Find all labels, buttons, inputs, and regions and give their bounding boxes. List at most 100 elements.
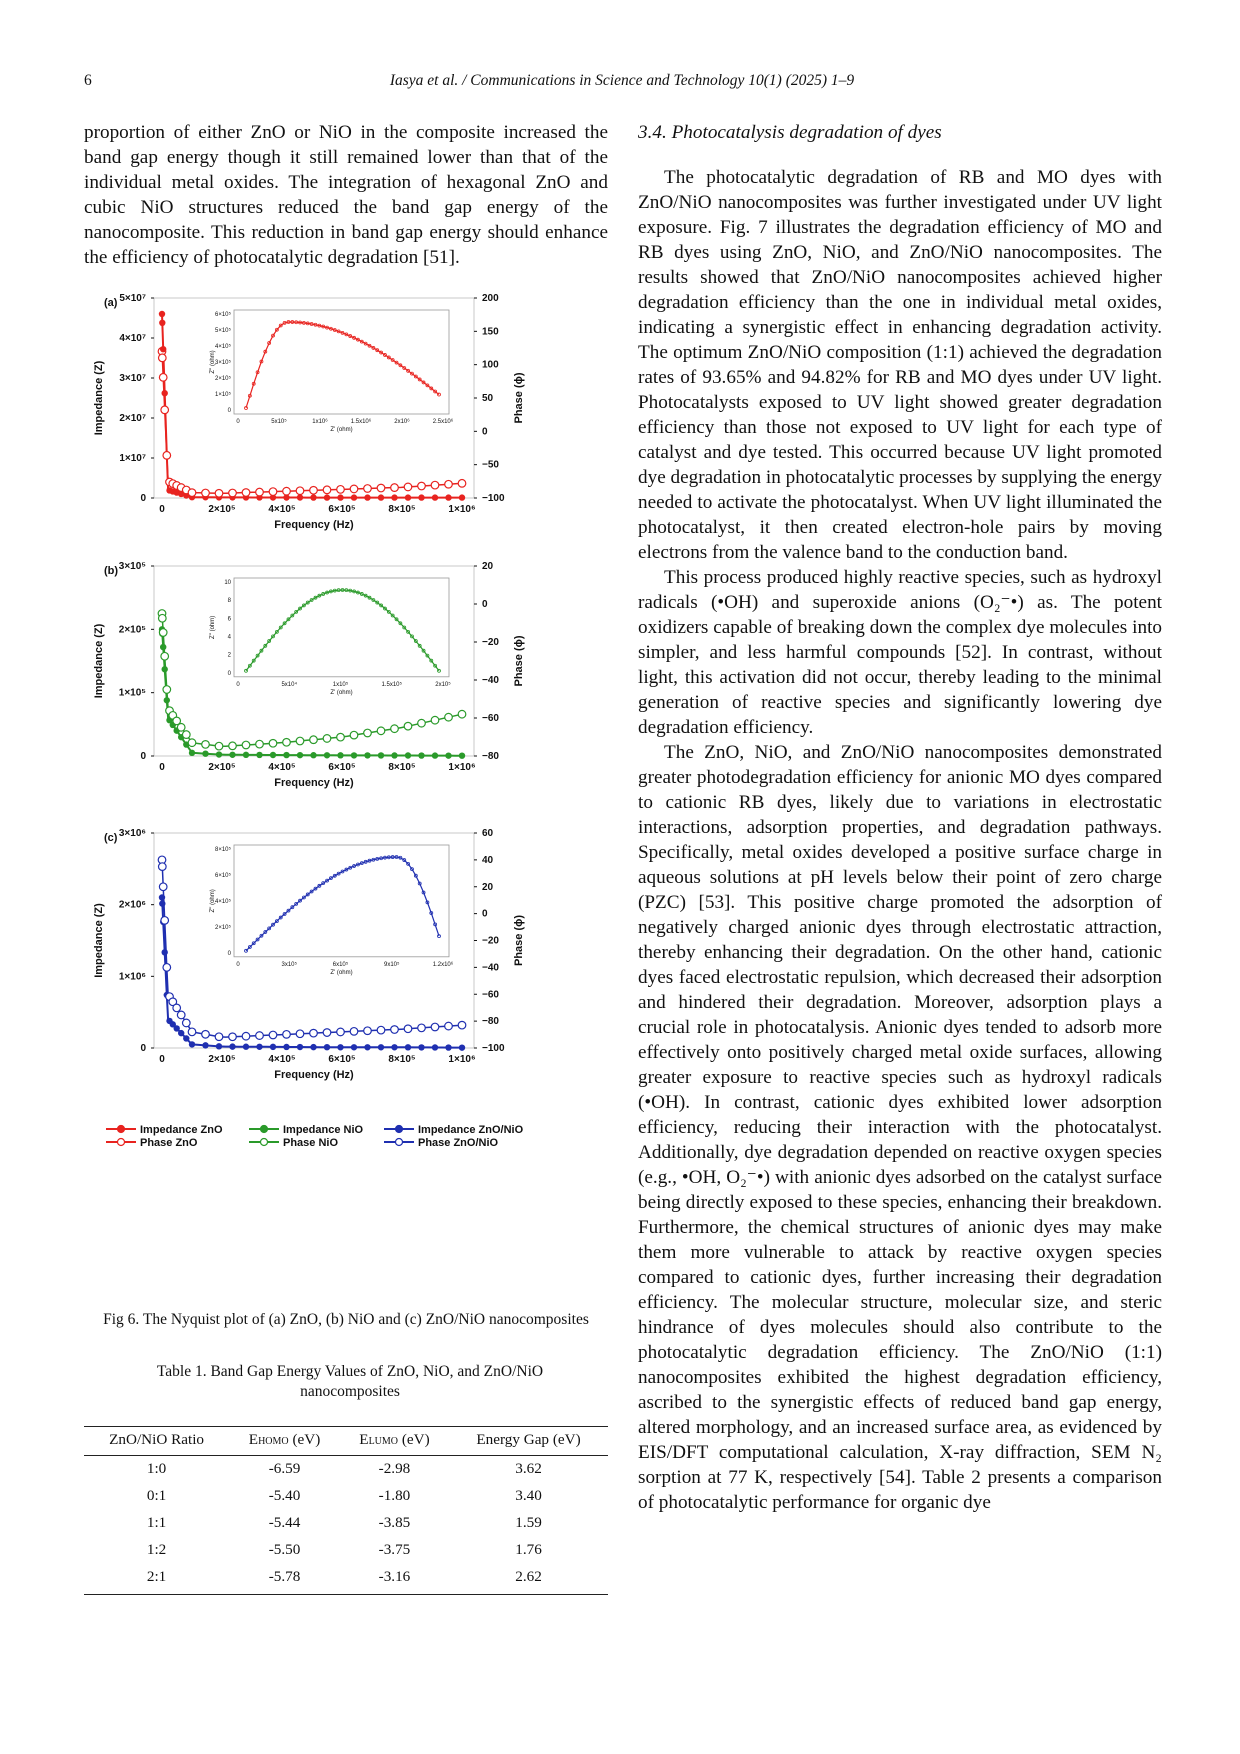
phase-point bbox=[457, 478, 467, 488]
panel-label: (a) bbox=[104, 297, 118, 309]
x-tick-label: 0 bbox=[159, 762, 165, 773]
inset-y-tick-label: 6×10⁵ bbox=[215, 311, 232, 318]
legend: Impedance ZnO Impedance NiO Impedance ZnO/… bbox=[106, 1124, 524, 1149]
impedance-point bbox=[350, 494, 358, 501]
impedance-point bbox=[296, 1043, 304, 1051]
legend-marker bbox=[259, 1137, 269, 1147]
y-tick-label: 2×10⁶ bbox=[119, 900, 146, 911]
impedance-point bbox=[229, 1043, 236, 1050]
x-tick-label: 4×10⁵ bbox=[268, 762, 296, 773]
impedance-point bbox=[215, 751, 223, 758]
phase-point bbox=[349, 1026, 359, 1036]
phase-point bbox=[268, 487, 278, 497]
impedance-point bbox=[418, 752, 425, 759]
inset-y-tick-label: 0 bbox=[228, 671, 232, 677]
y-tick-label: 2×10⁷ bbox=[119, 413, 146, 424]
y-axis-label: Impedance (Z) bbox=[93, 903, 105, 978]
impedance-point bbox=[418, 1044, 425, 1051]
phase-point bbox=[376, 483, 386, 493]
right-column: 3.4. Photocatalysis degradation of dyes … bbox=[638, 120, 1162, 1515]
inset-x-label: Z' (ohm) bbox=[330, 427, 352, 433]
phase-point bbox=[201, 1029, 210, 1039]
chart-panel: (c) 3×10⁶ 2×10⁶ 1×10⁶ 0 60 40 20 0 −20 −40 −60 −80 −1… bbox=[93, 828, 525, 1081]
phase-point bbox=[430, 480, 440, 490]
phase-point bbox=[181, 1018, 191, 1028]
phase-tick-label: 100 bbox=[482, 360, 499, 371]
x-tick-label: 1×10⁶ bbox=[448, 1054, 475, 1065]
phase-point bbox=[322, 1028, 332, 1037]
inset-x-tick-label: 1.5x10⁵ bbox=[381, 681, 402, 688]
phase-tick-label: 40 bbox=[482, 855, 494, 866]
section-title: 3.4. Photocatalysis degradation of dyes bbox=[638, 122, 942, 143]
phase-point bbox=[444, 1021, 453, 1031]
left-paragraph: proportion of either ZnO or NiO in the c… bbox=[84, 122, 608, 268]
phase-point bbox=[181, 730, 191, 739]
inset-x-tick-label: 5x10⁵ bbox=[271, 418, 287, 425]
phase-tick-label: −40 bbox=[482, 675, 499, 686]
phase-point bbox=[157, 862, 167, 871]
table-cell: 1:0 bbox=[146, 1460, 167, 1477]
phase-point bbox=[268, 738, 278, 748]
inset-y-tick-label: 4 bbox=[228, 634, 232, 640]
phase-point bbox=[349, 484, 359, 494]
x-tick-label: 0 bbox=[159, 504, 165, 515]
inset-y-label: Z'' (ohm) bbox=[210, 350, 216, 373]
inset-y-tick-label: 0 bbox=[228, 951, 232, 957]
x-tick-label: 8×10⁵ bbox=[388, 1054, 416, 1065]
phase-point bbox=[295, 736, 305, 746]
phase-point bbox=[176, 722, 186, 732]
inset-x-tick-label: 5x10⁴ bbox=[281, 681, 297, 688]
phase-tick-label: −80 bbox=[482, 751, 499, 762]
phase-point bbox=[322, 485, 332, 495]
impedance-point bbox=[202, 1042, 209, 1049]
inset-y-tick-label: 2×10⁵ bbox=[215, 375, 232, 382]
phase-point bbox=[187, 738, 197, 748]
inset-x-tick-label: 3x10⁵ bbox=[282, 961, 298, 968]
phase-point bbox=[336, 484, 345, 494]
phase-point bbox=[444, 712, 453, 722]
table-cell: 1.76 bbox=[515, 1541, 542, 1558]
impedance-point bbox=[296, 494, 304, 501]
phase-point bbox=[390, 483, 399, 492]
impedance-point bbox=[159, 900, 166, 907]
inset-x-tick-label: 0 bbox=[236, 419, 240, 425]
inset-x-tick-label: 2x10⁶ bbox=[394, 418, 410, 425]
phase-point bbox=[390, 724, 399, 734]
impedance-point bbox=[391, 1044, 398, 1051]
impedance-point bbox=[445, 1044, 452, 1051]
phase-tick-label: −60 bbox=[482, 713, 499, 724]
phase-tick-label: 200 bbox=[482, 293, 499, 304]
phase-point bbox=[430, 1022, 440, 1032]
phase-point bbox=[309, 485, 318, 495]
phase-point bbox=[403, 721, 413, 731]
phase-point bbox=[162, 450, 172, 460]
inset-y-tick-label: 10 bbox=[224, 580, 231, 586]
inset-y-label: Z'' (ohm) bbox=[210, 616, 216, 639]
x-tick-label: 6×10⁵ bbox=[328, 1054, 356, 1065]
phase-tick-label: 60 bbox=[482, 828, 494, 839]
inset-curve bbox=[245, 589, 440, 672]
impedance-point bbox=[215, 1043, 223, 1050]
impedance-point bbox=[391, 752, 398, 759]
impedance-point bbox=[188, 749, 196, 757]
phase-point bbox=[157, 353, 167, 363]
legend-marker bbox=[116, 1137, 126, 1147]
phase-point bbox=[160, 405, 170, 415]
inset-y-tick-label: 4×10⁵ bbox=[215, 343, 232, 350]
impedance-point bbox=[323, 1043, 331, 1051]
table-cell: -5.78 bbox=[229, 1564, 340, 1595]
phase-point bbox=[160, 915, 170, 925]
table-cell: 0:1 bbox=[146, 1487, 167, 1504]
phase-point bbox=[309, 1028, 318, 1038]
y-tick-label: 1×10⁶ bbox=[119, 971, 146, 982]
phase-point bbox=[172, 1003, 182, 1013]
inset-y-tick-label: 8 bbox=[228, 598, 232, 604]
phase-point bbox=[417, 481, 426, 491]
phase-point bbox=[162, 685, 172, 694]
impedance-point bbox=[202, 750, 209, 757]
phase-tick-label: −20 bbox=[482, 637, 499, 648]
y-tick-label: 3×10⁶ bbox=[119, 828, 146, 839]
impedance-point bbox=[269, 494, 277, 501]
band-gap-table: ZnO/NiO Ratio EHOMO (eV) ELUMO (eV) Ener… bbox=[84, 1426, 608, 1595]
legend-marker bbox=[394, 1137, 404, 1147]
